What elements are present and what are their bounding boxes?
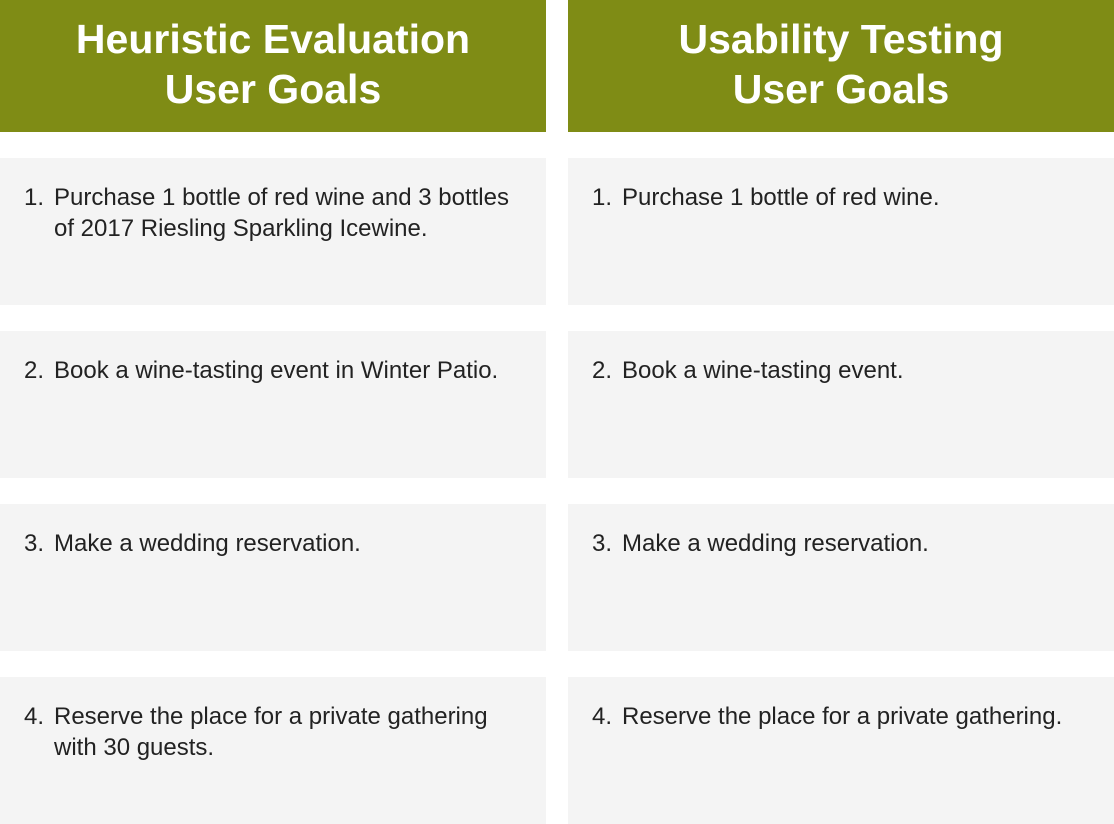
heuristic-evaluation-column: Heuristic Evaluation User Goals 1. Purch… (0, 0, 546, 824)
goal-card: 1. Purchase 1 bottle of red wine. (568, 158, 1114, 305)
goal-text: Make a wedding reservation. (54, 530, 361, 557)
goal-number: 4. (24, 703, 45, 730)
goal-text: Make a wedding reservation. (622, 530, 929, 557)
goal-number: 1. (592, 184, 613, 211)
goal-number: 4. (592, 703, 613, 730)
goal-card: 1. Purchase 1 bottle of red wine and 3 b… (0, 158, 546, 305)
header-title-line1: Usability Testing (678, 16, 1004, 62)
goal-number: 2. (592, 357, 613, 384)
goal-number: 3. (24, 530, 45, 557)
usability-testing-column: Usability Testing User Goals 1. Purchase… (568, 0, 1114, 824)
goal-text: Book a wine-tasting event in Winter Pati… (54, 357, 499, 384)
goal-text: Purchase 1 bottle of red wine. (622, 184, 940, 211)
goal-card: 4. Reserve the place for a private gathe… (0, 677, 546, 824)
goal-card: 3. Make a wedding reservation. (0, 504, 546, 651)
goal-number: 1. (24, 184, 45, 211)
header-title-line1: Heuristic Evaluation (75, 16, 471, 62)
goal-number: 3. (592, 530, 613, 557)
goal-card: 2. Book a wine-tasting event in Winter P… (0, 331, 546, 478)
goal-card: 4. Reserve the place for a private gathe… (568, 677, 1114, 824)
column-header: Heuristic Evaluation User Goals (0, 0, 546, 132)
column-header: Usability Testing User Goals (568, 0, 1114, 132)
header-title-line2: User Goals (164, 66, 382, 112)
goal-text: Book a wine-tasting event. (622, 357, 904, 384)
goal-card: 3. Make a wedding reservation. (568, 504, 1114, 651)
goal-text: Reserve the place for a private gatherin… (622, 703, 1063, 730)
goal-text: Reserve the place for a private gatherin… (54, 703, 488, 761)
goal-card: 2. Book a wine-tasting event. (568, 331, 1114, 478)
goal-number: 2. (24, 357, 45, 384)
header-title-line2: User Goals (732, 66, 950, 112)
goal-text: Purchase 1 bottle of red wine and 3 bott… (54, 184, 509, 242)
